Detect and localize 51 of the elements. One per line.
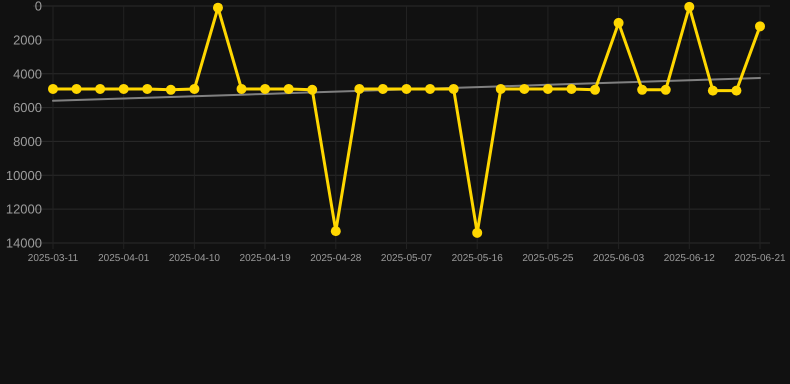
point xyxy=(166,84,176,95)
y-tick-label: 14000 xyxy=(6,236,42,251)
point xyxy=(755,21,765,32)
point xyxy=(614,18,624,28)
point xyxy=(519,84,530,94)
line-series xyxy=(52,76,761,102)
point xyxy=(402,84,412,94)
y-tick-label: 2000 xyxy=(13,32,42,48)
x-tick-label: 2025-06-12 xyxy=(664,253,716,264)
y-tick-label: 0 xyxy=(34,0,42,14)
point xyxy=(142,84,152,94)
point xyxy=(472,228,482,238)
point xyxy=(496,84,506,94)
y-tick-label: 8000 xyxy=(13,134,42,149)
point xyxy=(72,84,82,94)
x-tick-label: 2025-04-28 xyxy=(310,253,362,264)
point xyxy=(260,84,270,94)
x-tick-label: 2025-04-19 xyxy=(240,253,292,264)
point xyxy=(708,86,718,96)
point xyxy=(284,84,294,94)
point xyxy=(378,84,388,94)
point xyxy=(660,84,671,95)
point xyxy=(95,84,106,94)
y-tick-label: 4000 xyxy=(13,66,42,82)
x-tick-label: 2025-06-03 xyxy=(593,253,645,264)
x-tick-label: 2025-04-10 xyxy=(168,253,220,264)
point xyxy=(566,84,576,94)
point xyxy=(307,84,318,95)
x-tick-label: 2025-05-25 xyxy=(522,253,574,264)
point xyxy=(731,86,742,96)
point xyxy=(48,84,58,94)
x-tick-label: 2025-05-16 xyxy=(452,253,504,264)
x-tick-label: 2025-05-07 xyxy=(380,253,433,264)
point xyxy=(354,84,364,94)
point xyxy=(236,84,247,94)
point xyxy=(212,2,223,13)
y-tick-label: 12000 xyxy=(6,202,42,217)
x-tick-label: 2025-03-11 xyxy=(28,253,79,264)
y-tick-label: 6000 xyxy=(13,100,42,116)
x-tick-label: 2025-06-21 xyxy=(734,253,786,264)
point xyxy=(542,84,553,94)
point xyxy=(118,84,129,94)
point xyxy=(637,84,648,95)
point xyxy=(330,226,341,236)
point xyxy=(448,84,459,94)
point xyxy=(684,2,694,12)
x-tick-label: 2025-04-01 xyxy=(98,253,150,264)
y-tick-label: 10000 xyxy=(6,168,42,183)
point xyxy=(189,84,200,94)
point xyxy=(590,84,600,95)
point xyxy=(425,84,436,94)
